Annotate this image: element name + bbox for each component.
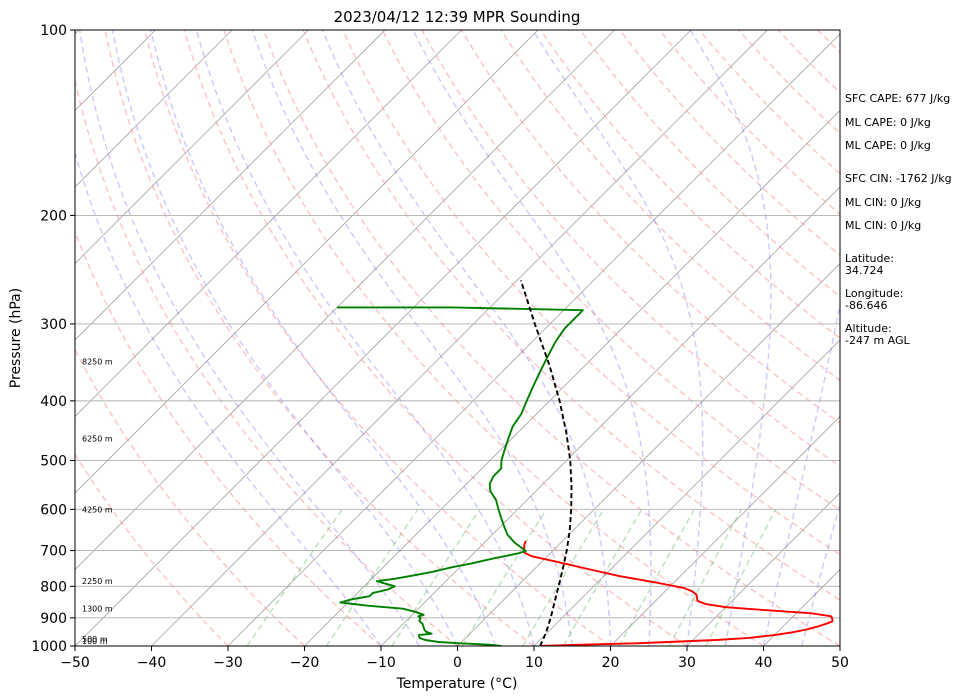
mixing-ratio-line — [522, 508, 605, 646]
x-tick-label: −30 — [213, 655, 243, 671]
height-label: 500 m — [82, 635, 108, 644]
location-label: Latitude: — [845, 252, 894, 265]
location-label: Longitude: — [845, 287, 903, 300]
y-tick-label: 100 — [40, 23, 67, 39]
height-label: 8250 m — [82, 357, 113, 366]
height-label: 2250 m — [82, 577, 113, 586]
moist-adiabat-line — [532, 30, 704, 646]
isotherm-line — [75, 30, 386, 341]
y-tick-label: 800 — [40, 579, 67, 595]
isotherm-line — [380, 186, 840, 646]
dry-adiabat-line — [75, 229, 382, 646]
isotherm-line — [75, 30, 615, 571]
dry-adiabat-line — [262, 30, 840, 646]
stat-line: ML CIN: 0 J/kg — [845, 196, 921, 209]
isotherm-line — [75, 30, 233, 188]
height-label: 100 m — [82, 637, 108, 646]
y-tick-label: 600 — [40, 502, 67, 518]
pressure-gridlines — [75, 30, 840, 646]
dry-adiabat-line — [75, 77, 458, 646]
isotherm-line — [457, 262, 840, 646]
height-label: 4250 m — [82, 505, 113, 514]
y-tick-label: 500 — [40, 454, 67, 470]
sounding-profiles — [337, 280, 834, 646]
height-label: 1300 m — [82, 605, 113, 614]
moist-adiabat-line — [75, 150, 382, 646]
mixing-ratio-line — [705, 508, 777, 646]
dry-adiabat-line — [75, 348, 305, 646]
temperature-profile-line — [523, 540, 834, 646]
moist-adiabat-line — [689, 30, 772, 646]
isotherm-line — [75, 30, 539, 494]
y-tick-label: 900 — [40, 611, 67, 627]
moist-adiabat-line — [801, 502, 840, 646]
mixing-ratio-line — [668, 508, 742, 646]
moist-adiabat-line — [762, 300, 840, 646]
dry-adiabat-line — [223, 30, 764, 646]
location-value: -86.646 — [845, 299, 887, 312]
isotherm-line — [0, 30, 3, 646]
x-axis-title: Temperature (°C) — [396, 676, 518, 692]
chart-title: 2023/04/12 12:39 MPR Sounding — [334, 8, 581, 26]
isotherm-line — [533, 339, 840, 646]
stat-line: ML CIN: 0 J/kg — [845, 219, 921, 232]
location-label: Altitude: — [845, 322, 892, 335]
x-tick-label: 10 — [525, 655, 543, 671]
stat-line: ML CAPE: 0 J/kg — [845, 116, 931, 129]
y-tick-label: 400 — [40, 394, 67, 410]
location-value: -247 m AGL — [845, 334, 911, 347]
moist-adiabat-line — [111, 30, 459, 646]
isotherm-line — [227, 33, 840, 646]
moist-adiabat-line — [321, 30, 612, 646]
location-value: 34.724 — [845, 264, 884, 277]
parcel-profile-line — [519, 280, 573, 646]
isotherm-line — [686, 492, 840, 646]
x-tick-label: 20 — [602, 655, 620, 671]
x-tick-label: 30 — [678, 655, 696, 671]
dry-adiabat-line — [75, 452, 229, 646]
moist-adiabat-line — [251, 30, 573, 646]
stat-line: ML CAPE: 0 J/kg — [845, 139, 931, 152]
mixing-ratio-line — [246, 508, 343, 646]
y-axis-title: Pressure (hPa) — [8, 288, 24, 388]
dry-adiabat-line — [579, 30, 840, 298]
dry-adiabat-line — [144, 30, 611, 646]
isotherm-line — [75, 30, 462, 418]
stats-panel: SFC CAPE: 677 J/kg ML CAPE: 0 J/kg ML CAPE… — [845, 92, 952, 347]
isotherm-line — [610, 415, 840, 646]
x-tick-label: 40 — [755, 655, 773, 671]
isotherm-line — [75, 30, 692, 646]
mixing-ratio-line — [618, 508, 695, 646]
moist-adiabat-line — [412, 30, 652, 646]
mixing-ratio-line — [562, 508, 643, 646]
isotherm-line — [75, 30, 309, 265]
moist-adiabat-line — [195, 30, 535, 646]
x-tick-label: −20 — [290, 655, 320, 671]
x-tick-label: 0 — [453, 655, 462, 671]
axes: −50 −40 −30 −20 −10 0 10 20 30 40 50 100 200 300 400 50… — [31, 23, 849, 671]
x-tick-label: 50 — [831, 655, 849, 671]
plot-frame — [74, 29, 841, 647]
y-tick-label: 1000 — [31, 639, 67, 655]
x-tick-label: −50 — [60, 655, 90, 671]
mixing-ratio-line — [461, 508, 547, 646]
y-tick-label: 200 — [40, 208, 67, 224]
stat-line: SFC CIN: -1762 J/kg — [845, 172, 952, 185]
y-tick-label: 700 — [40, 544, 67, 560]
dry-adiabat-line — [183, 30, 688, 646]
dewpoint-profile-line — [337, 306, 584, 646]
x-tick-label: −10 — [366, 655, 396, 671]
moist-adiabat-line — [79, 30, 420, 646]
stat-line: SFC CAPE: 677 J/kg — [845, 92, 950, 105]
x-tick-label: −40 — [137, 655, 167, 671]
isotherm-line — [151, 30, 768, 646]
background-lines — [0, 30, 840, 646]
isotherm-line — [304, 109, 840, 646]
dry-adiabat-line — [104, 30, 535, 646]
moist-adiabat-line — [150, 30, 497, 646]
height-label: 6250 m — [82, 434, 113, 443]
y-tick-label: 300 — [40, 317, 67, 333]
